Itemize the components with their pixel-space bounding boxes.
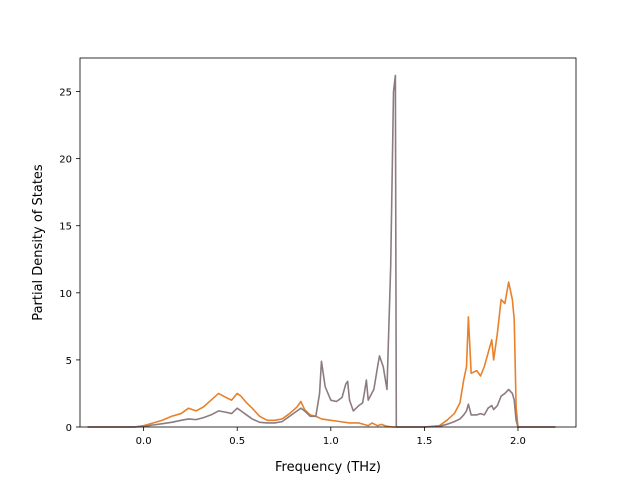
y-tick-label-4: 20 — [59, 155, 72, 166]
y-axis-ticks: 0 5 10 15 20 25 — [59, 88, 80, 434]
series-line-0 — [87, 281, 556, 428]
x-tick-label-3: 1.5 — [416, 436, 432, 447]
x-tick-label-1: 0.5 — [229, 436, 245, 447]
y-tick-label-0: 0 — [66, 423, 72, 434]
y-axis-label: Partial Density of States — [31, 164, 46, 321]
x-tick-label-4: 2.0 — [510, 436, 526, 447]
series-layer — [87, 74, 556, 428]
plot-frame — [79, 57, 577, 428]
y-tick-label-3: 15 — [59, 222, 72, 233]
x-axis-ticks: 0.0 0.5 1.0 1.5 2.0 — [136, 427, 526, 447]
x-tick-label-0: 0.0 — [136, 436, 152, 447]
x-tick-label-2: 1.0 — [323, 436, 339, 447]
x-axis-label: Frequency (THz) — [275, 460, 381, 475]
y-tick-label-2: 10 — [59, 289, 72, 300]
y-tick-label-5: 25 — [59, 88, 72, 99]
y-tick-label-1: 5 — [66, 356, 72, 367]
series-line-1 — [87, 74, 556, 428]
